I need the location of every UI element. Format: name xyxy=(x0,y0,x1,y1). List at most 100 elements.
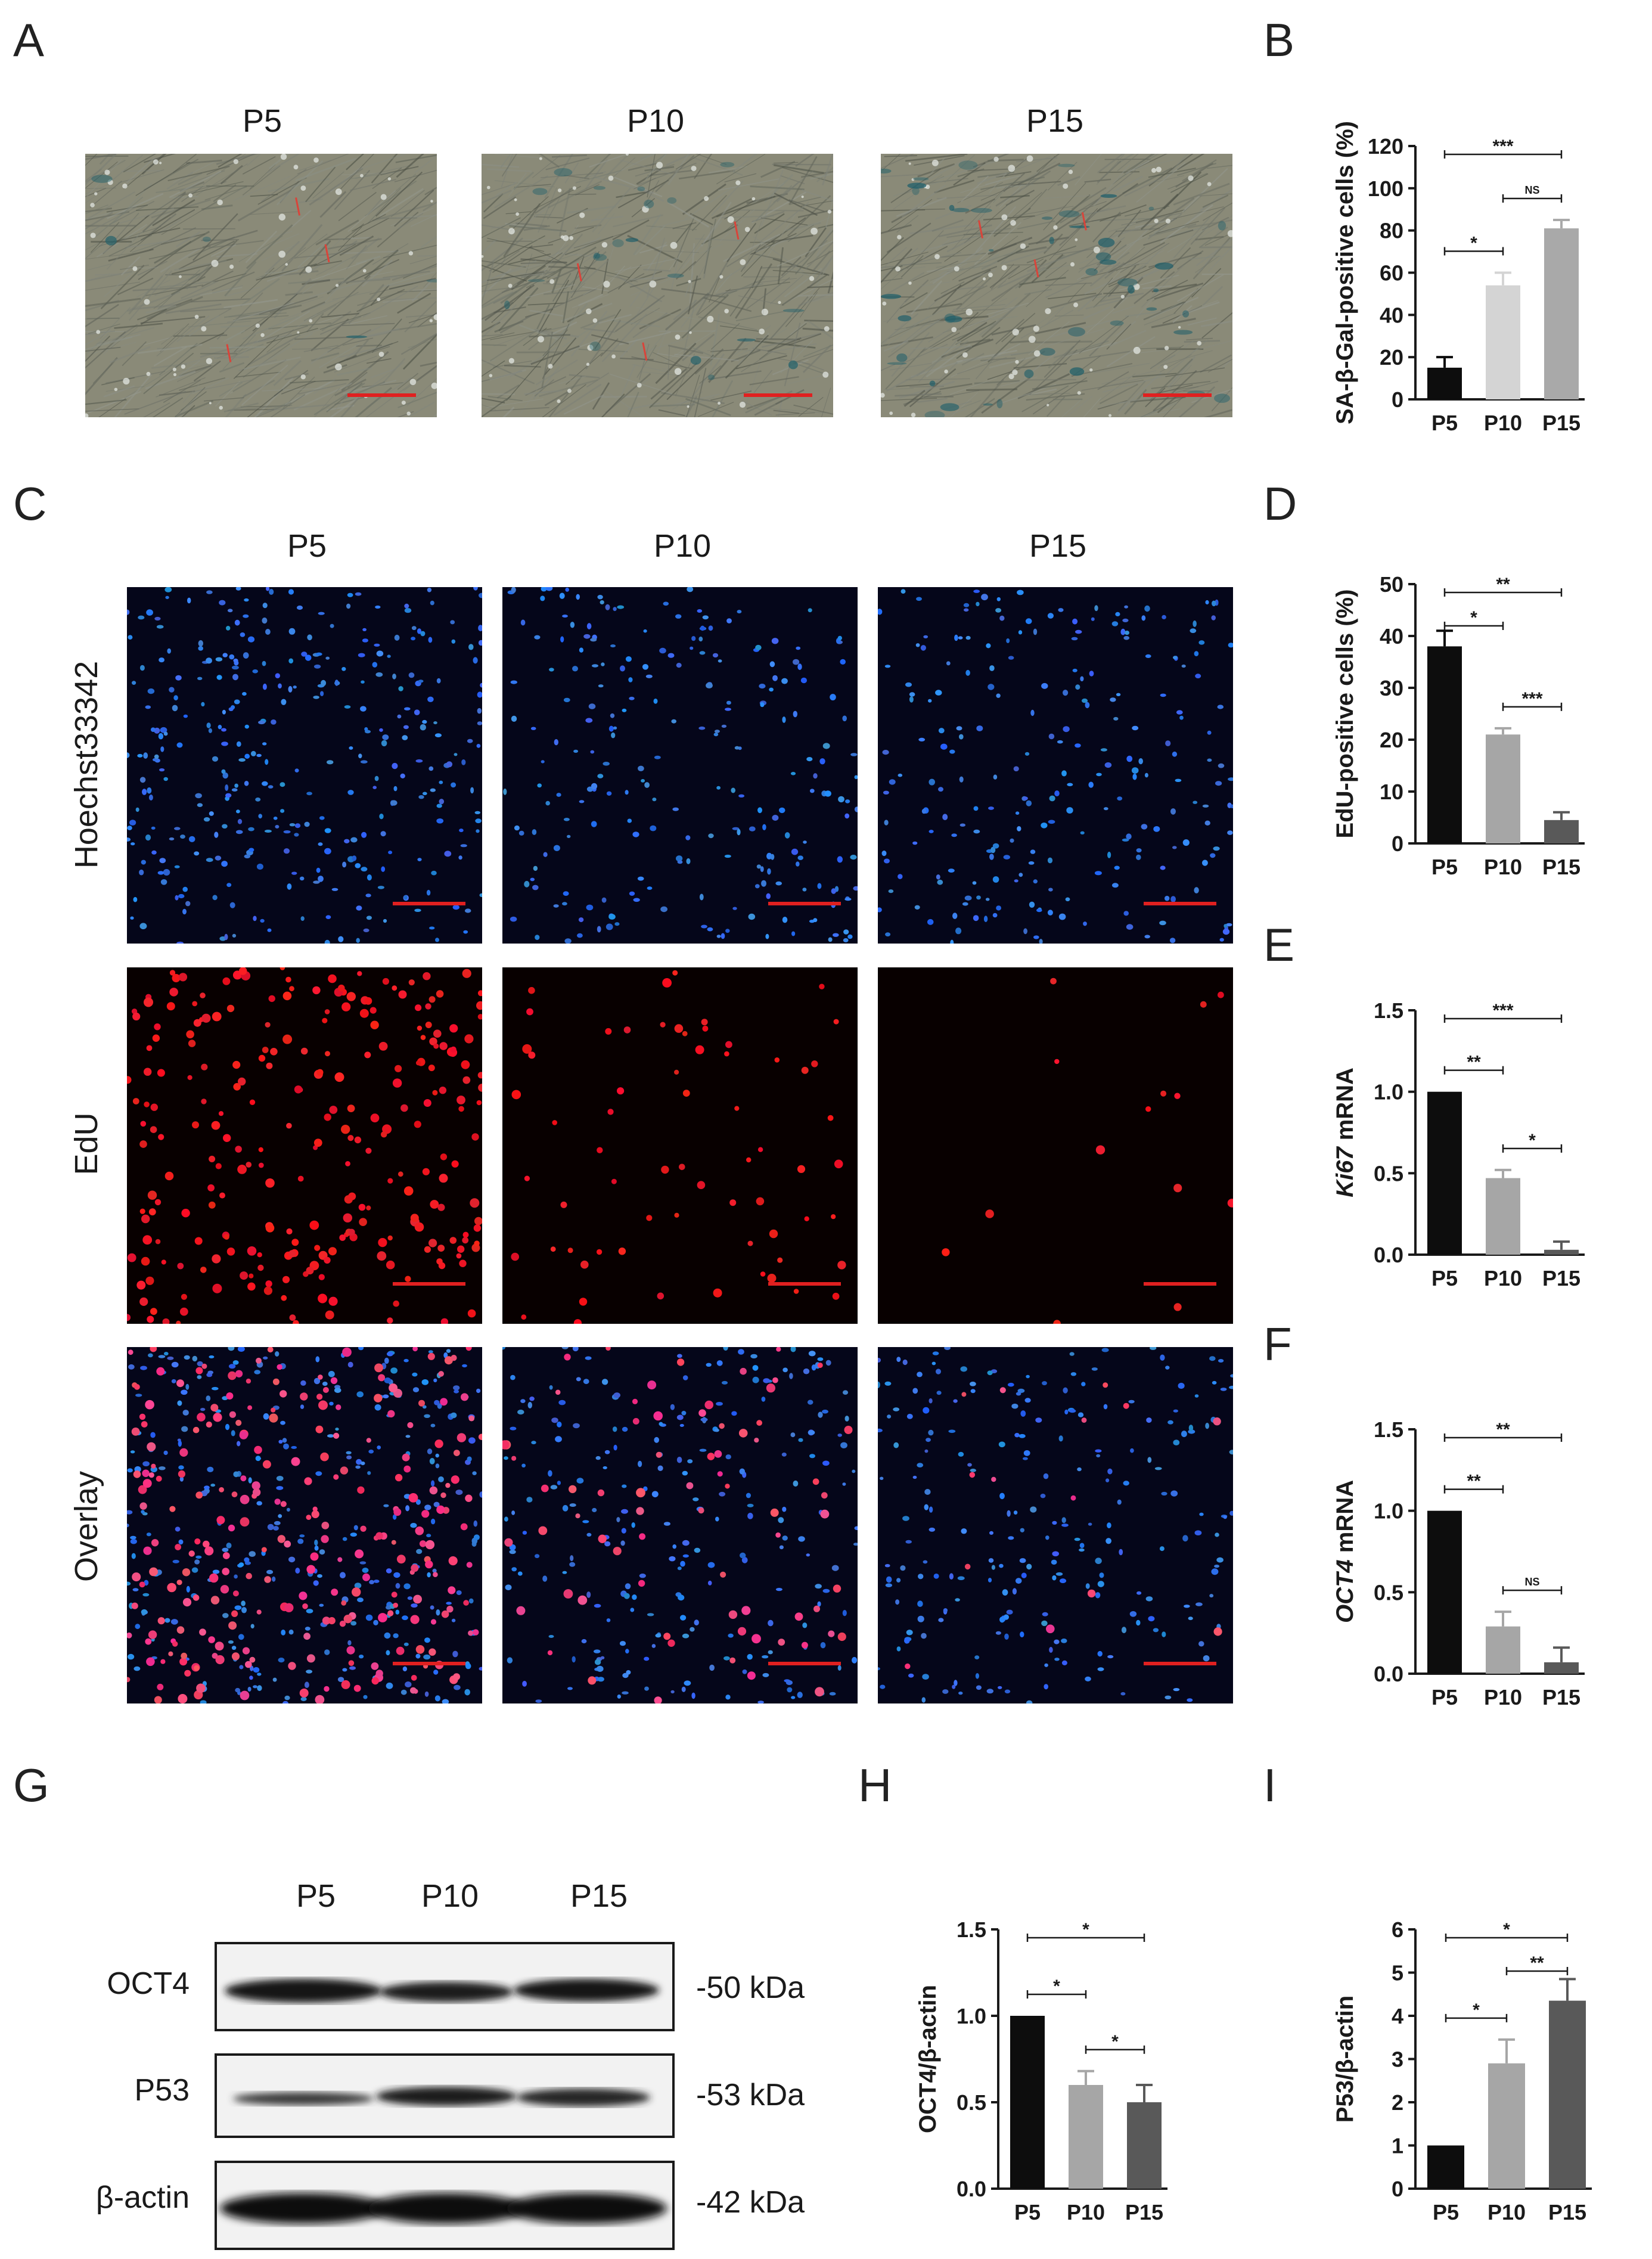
y-tick-label: 1.5 xyxy=(957,1917,986,1942)
row-label-hoechst: Hoechst33342 xyxy=(69,660,104,869)
y-axis-label: SA-β-Gal-positive cells (%) xyxy=(1332,121,1358,424)
y-tick-label: 1.5 xyxy=(1374,1417,1403,1442)
significance-label: NS xyxy=(1524,184,1539,196)
y-tick-label: 3 xyxy=(1392,2047,1403,2072)
scale-bar xyxy=(393,902,465,905)
x-tick-label: P15 xyxy=(1542,1266,1580,1290)
y-tick-label: 20 xyxy=(1380,345,1403,370)
significance-label: NS xyxy=(1524,1576,1539,1588)
x-tick-label: P10 xyxy=(1484,855,1522,879)
panel-letter-d: D xyxy=(1263,477,1297,530)
y-tick-label: 0 xyxy=(1392,831,1403,856)
x-tick-label: P10 xyxy=(1488,2200,1526,2224)
bar-p5 xyxy=(1427,2145,1464,2189)
panel-c-col-p10: P10 xyxy=(653,528,712,564)
y-tick-label: 40 xyxy=(1380,624,1403,648)
panel-letter-i: I xyxy=(1263,1759,1277,1811)
scale-bar xyxy=(768,902,841,905)
scale-bar xyxy=(1143,393,1212,397)
panel-c-col-p5: P5 xyxy=(287,528,327,564)
lane-label-p10: P10 xyxy=(421,1878,479,1914)
x-tick-label: P5 xyxy=(1431,855,1458,879)
significance-label: * xyxy=(1470,234,1477,253)
bar-p5 xyxy=(1427,1091,1462,1255)
y-axis-label: EdU-positive cells (%) xyxy=(1332,589,1358,839)
band-actin-p10 xyxy=(368,2193,525,2224)
micrograph-a-p5 xyxy=(85,154,437,417)
micrograph-a-p10 xyxy=(482,154,833,417)
y-tick-label: 4 xyxy=(1392,2004,1403,2028)
band-label-beta-actin: β-actin xyxy=(95,2180,190,2215)
x-tick-label: P15 xyxy=(1542,411,1580,435)
band-oct4-p15 xyxy=(514,1979,659,2002)
scale-bar xyxy=(744,393,812,397)
scale-bar xyxy=(393,1282,465,1286)
y-tick-label: 6 xyxy=(1392,1917,1403,1942)
scale-bar xyxy=(1144,1662,1216,1665)
x-tick-label: P10 xyxy=(1067,2200,1105,2224)
bar-p15 xyxy=(1127,2102,1162,2189)
panel-letter-a: A xyxy=(13,14,45,66)
y-tick-label: 60 xyxy=(1380,261,1403,286)
significance-label: *** xyxy=(1492,136,1513,156)
fluor-overlay-p10 xyxy=(502,1347,858,1703)
band-p53-p10 xyxy=(376,2087,517,2106)
micrograph-a-p15 xyxy=(881,154,1232,417)
significance-label: * xyxy=(1053,1976,1060,1996)
band-p53-p5 xyxy=(233,2092,374,2105)
y-tick-label: 0 xyxy=(1392,387,1403,412)
bar-p15 xyxy=(1549,2000,1586,2189)
panel-letter-b: B xyxy=(1263,14,1295,66)
fluor-edu-p5 xyxy=(127,967,482,1324)
x-tick-label: P5 xyxy=(1433,2200,1459,2224)
panel-letter-g: G xyxy=(13,1759,49,1811)
bar-p10 xyxy=(1486,285,1520,399)
fluor-hoechst-p10 xyxy=(502,587,858,944)
x-tick-label: P15 xyxy=(1548,2200,1586,2224)
x-tick-label: P5 xyxy=(1431,1685,1458,1709)
band-label-p53: P53 xyxy=(134,2073,190,2108)
lane-label-p5: P5 xyxy=(296,1878,336,1914)
y-tick-label: 1.0 xyxy=(1374,1080,1403,1104)
x-tick-label: P10 xyxy=(1484,1266,1522,1290)
chart-f-oct4: 0.0 0.5 1.0 1.5 P5 P10 P15 ** NS ** OCT4 mRNA xyxy=(1332,1417,1585,1709)
blot-p53 xyxy=(215,2053,675,2138)
y-tick-label: 1 xyxy=(1392,2134,1403,2158)
blot-beta-actin xyxy=(215,2161,675,2250)
x-tick-label: P15 xyxy=(1542,855,1580,879)
scale-bar xyxy=(393,1662,465,1665)
y-tick-label: 5 xyxy=(1392,1961,1403,1985)
y-tick-label: 0.0 xyxy=(1374,1662,1403,1686)
fluor-edu-p10 xyxy=(502,967,858,1324)
fluor-overlay-p5 xyxy=(127,1347,482,1703)
panel-c-col-p15: P15 xyxy=(1029,528,1087,564)
row-label-overlay: Overlay xyxy=(69,1470,104,1582)
significance-label: * xyxy=(1470,608,1477,628)
bar-p5 xyxy=(1427,1510,1462,1674)
y-tick-label: 50 xyxy=(1380,572,1403,597)
significance-label: ** xyxy=(1496,575,1510,594)
bar-p10 xyxy=(1488,2063,1525,2189)
significance-label: *** xyxy=(1521,689,1542,709)
significance-label: * xyxy=(1529,1131,1536,1150)
scale-bar xyxy=(1144,902,1216,905)
panel-a-col-p15: P15 xyxy=(1026,103,1084,139)
significance-label: ** xyxy=(1496,1420,1510,1439)
bar-p15 xyxy=(1544,1249,1579,1255)
significance-label: ** xyxy=(1467,1053,1481,1072)
panel-a-col-p10: P10 xyxy=(626,103,685,139)
x-tick-label: P15 xyxy=(1125,2200,1163,2224)
band-actin-p5 xyxy=(220,2193,387,2224)
scale-bar xyxy=(347,393,416,397)
bar-p15 xyxy=(1544,820,1579,843)
bar-p15 xyxy=(1544,1662,1579,1674)
y-tick-label: 30 xyxy=(1380,676,1403,700)
y-tick-label: 0.0 xyxy=(957,2177,986,2201)
band-label-oct4: OCT4 xyxy=(107,1966,190,2001)
scale-bar xyxy=(768,1282,841,1286)
y-tick-label: 2 xyxy=(1392,2090,1403,2115)
bar-p10 xyxy=(1486,1178,1520,1255)
bar-p10 xyxy=(1486,734,1520,843)
significance-label: * xyxy=(1503,1920,1510,1940)
